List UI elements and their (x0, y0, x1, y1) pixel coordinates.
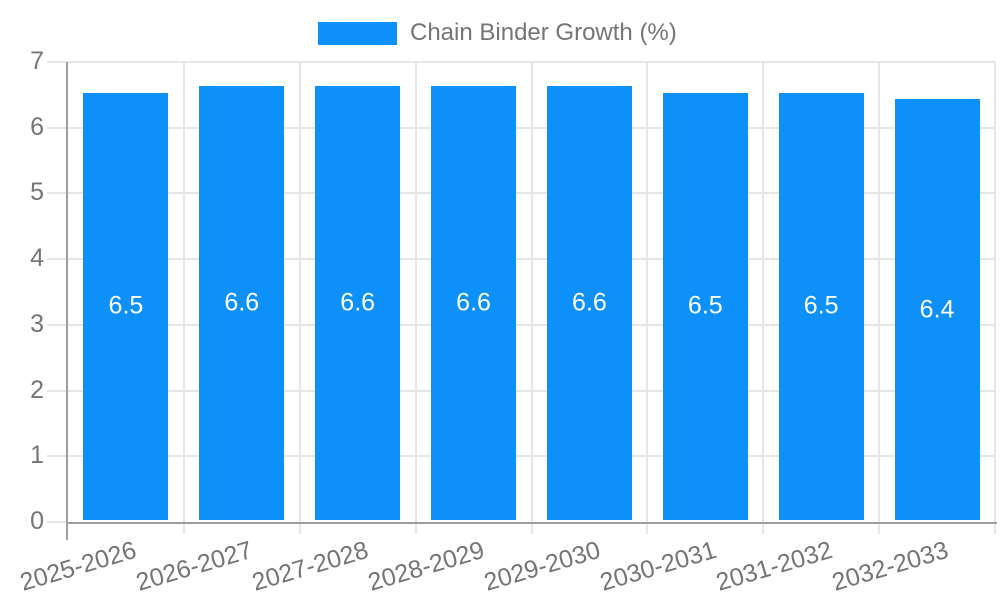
bar-value-label: 6.6 (340, 288, 376, 317)
bar-value-label: 6.4 (919, 295, 955, 324)
x-gridline (762, 62, 765, 522)
y-tick-mark (47, 61, 67, 63)
y-axis-line (66, 62, 68, 540)
x-gridline (530, 62, 533, 522)
x-tick-mark (414, 522, 417, 534)
y-tick-mark (47, 455, 67, 458)
bar[interactable]: 6.5 (662, 92, 748, 520)
x-gridline (298, 62, 301, 522)
x-gridline (414, 62, 417, 522)
x-tick-label: 2029-2030 (480, 536, 604, 597)
y-tick-mark (47, 258, 67, 261)
y-tick-mark (47, 323, 67, 326)
y-tick-mark (47, 192, 67, 195)
x-tick-mark (646, 522, 649, 534)
x-tick-label: 2025-2026 (17, 536, 140, 597)
y-tick-label: 5 (30, 178, 44, 207)
bar-value-label: 6.6 (572, 288, 607, 317)
x-gridline (878, 62, 881, 522)
y-tick-label: 7 (30, 47, 44, 75)
x-gridline (182, 62, 185, 522)
bar-value-label: 6.5 (803, 291, 839, 320)
bar[interactable]: 6.5 (83, 92, 169, 520)
y-tick-label: 2 (30, 375, 44, 404)
y-tick-mark (47, 126, 67, 129)
bar[interactable]: 6.4 (894, 99, 980, 520)
x-tick-mark (530, 522, 533, 534)
y-tick-label: 1 (30, 441, 44, 470)
x-axis-line (66, 522, 997, 524)
y-tick-label: 4 (30, 244, 44, 273)
x-tick-label: 2026-2027 (133, 536, 256, 597)
y-tick-label: 3 (30, 309, 44, 338)
x-tick-mark (994, 522, 996, 534)
x-tick-label: 2028-2029 (364, 536, 488, 597)
x-tick-mark (182, 522, 185, 534)
x-tick-label: 2032-2033 (828, 536, 952, 597)
x-tick-label: 2027-2028 (249, 536, 372, 597)
bar-value-label: 6.5 (687, 291, 723, 320)
legend-swatch[interactable] (318, 22, 397, 45)
x-gridline (994, 62, 996, 522)
legend-label[interactable]: Chain Binder Growth (%) (410, 19, 677, 46)
bar[interactable]: 6.6 (546, 86, 632, 520)
bar-value-label: 6.5 (108, 291, 144, 320)
bar[interactable]: 6.6 (315, 86, 401, 520)
bar[interactable]: 6.5 (778, 92, 864, 520)
y-tick-label: 0 (30, 507, 44, 535)
bar[interactable]: 6.6 (431, 86, 517, 520)
plot-area: 0 1 2 3 4 5 6 7 6.5 6.6 6.6 6.6 6.6 6.5 6.5 6.4 2025-202… (17, 47, 997, 597)
bar-value-label: 6.6 (224, 288, 260, 317)
x-tick-label: 2030-2031 (596, 536, 720, 597)
bar-value-label: 6.6 (456, 288, 491, 317)
y-tick-mark (47, 389, 67, 392)
y-tick-mark (47, 521, 67, 523)
x-tick-mark (762, 522, 765, 534)
y-tick-label: 6 (30, 112, 44, 141)
x-tick-mark (878, 522, 881, 534)
x-tick-mark (298, 522, 301, 534)
x-tick-label: 2031-2032 (712, 536, 836, 597)
x-gridline (646, 62, 649, 522)
bar[interactable]: 6.6 (199, 86, 285, 520)
